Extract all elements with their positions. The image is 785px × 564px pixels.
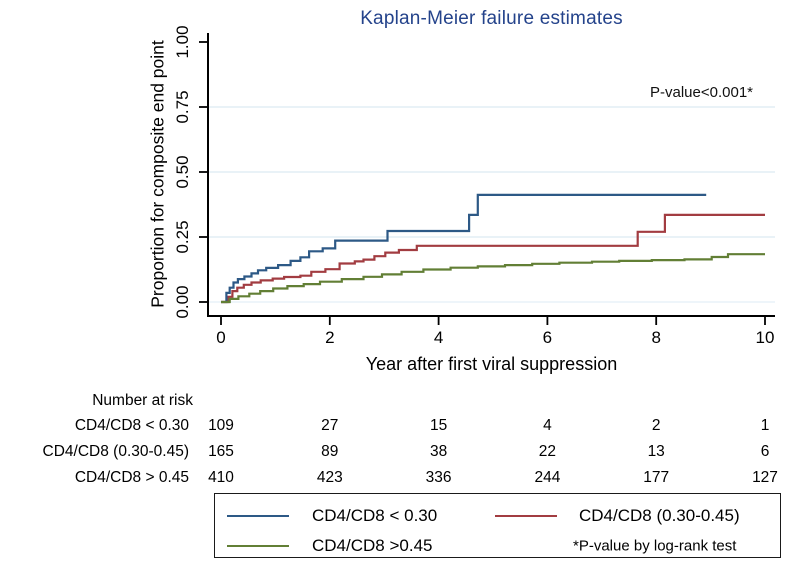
- risk-row-label: CD4/CD8 > 0.45: [74, 469, 189, 486]
- legend-box: CD4/CD8 < 0.30 CD4/CD8 (0.30-0.45) CD4/CD8…: [214, 493, 781, 558]
- x-tick-label: 8: [651, 328, 661, 347]
- km-curve-cd4cd8-gt-045: [221, 253, 765, 304]
- risk-value: 109: [208, 417, 234, 434]
- risk-value: 1: [760, 417, 770, 434]
- risk-value: 27: [321, 417, 339, 434]
- risk-value: 127: [752, 469, 778, 486]
- legend-line-swatch: [227, 545, 289, 547]
- risk-value: 6: [760, 443, 770, 460]
- y-tick-label: 0.25: [173, 220, 192, 254]
- x-tick-label: 10: [755, 328, 775, 347]
- y-tick-label: 0.50: [173, 155, 192, 189]
- km-curve-cd4cd8-lt-030: [221, 193, 707, 304]
- y-tick-label: 0.00: [173, 285, 192, 319]
- risk-value: 177: [643, 469, 670, 486]
- legend-label: CD4/CD8 (0.30-0.45): [579, 506, 740, 525]
- x-tick-label: 2: [325, 328, 335, 347]
- risk-table-header: Number at risk: [92, 392, 193, 409]
- risk-value: 15: [429, 417, 448, 434]
- risk-value: 13: [647, 443, 665, 460]
- km-curve-cd4cd8-030-045: [221, 213, 765, 304]
- risk-value: 336: [425, 469, 452, 486]
- legend-line-swatch: [227, 515, 289, 517]
- legend-label: CD4/CD8 < 0.30: [312, 506, 438, 525]
- x-axis-title: Year after first viral suppression: [365, 354, 618, 374]
- risk-value: 4: [543, 417, 552, 434]
- risk-row-label: CD4/CD8 (0.30-0.45): [42, 443, 189, 460]
- x-tick-label: 6: [542, 328, 553, 347]
- y-tick-label: 1.00: [173, 25, 192, 59]
- legend-label: CD4/CD8 >0.45: [312, 536, 433, 555]
- x-tick-label: 0: [216, 328, 226, 347]
- risk-row-label: CD4/CD8 < 0.30: [74, 417, 189, 434]
- p-value-annotation: P-value<0.001*: [650, 84, 753, 101]
- risk-value: 165: [208, 443, 234, 460]
- risk-value: 244: [534, 469, 561, 486]
- x-tick-label: 4: [433, 328, 444, 347]
- risk-value: 22: [538, 443, 557, 460]
- risk-value: 89: [321, 443, 339, 460]
- risk-value: 38: [429, 443, 448, 460]
- risk-value: 410: [208, 469, 234, 486]
- legend-footnote: *P-value by log-rank test: [573, 537, 737, 555]
- chart-title: Kaplan-Meier failure estimates: [360, 8, 623, 29]
- risk-value: 2: [651, 417, 661, 434]
- risk-value: 423: [316, 469, 343, 486]
- legend-line-swatch: [495, 515, 557, 517]
- y-tick-label: 0.75: [173, 90, 192, 124]
